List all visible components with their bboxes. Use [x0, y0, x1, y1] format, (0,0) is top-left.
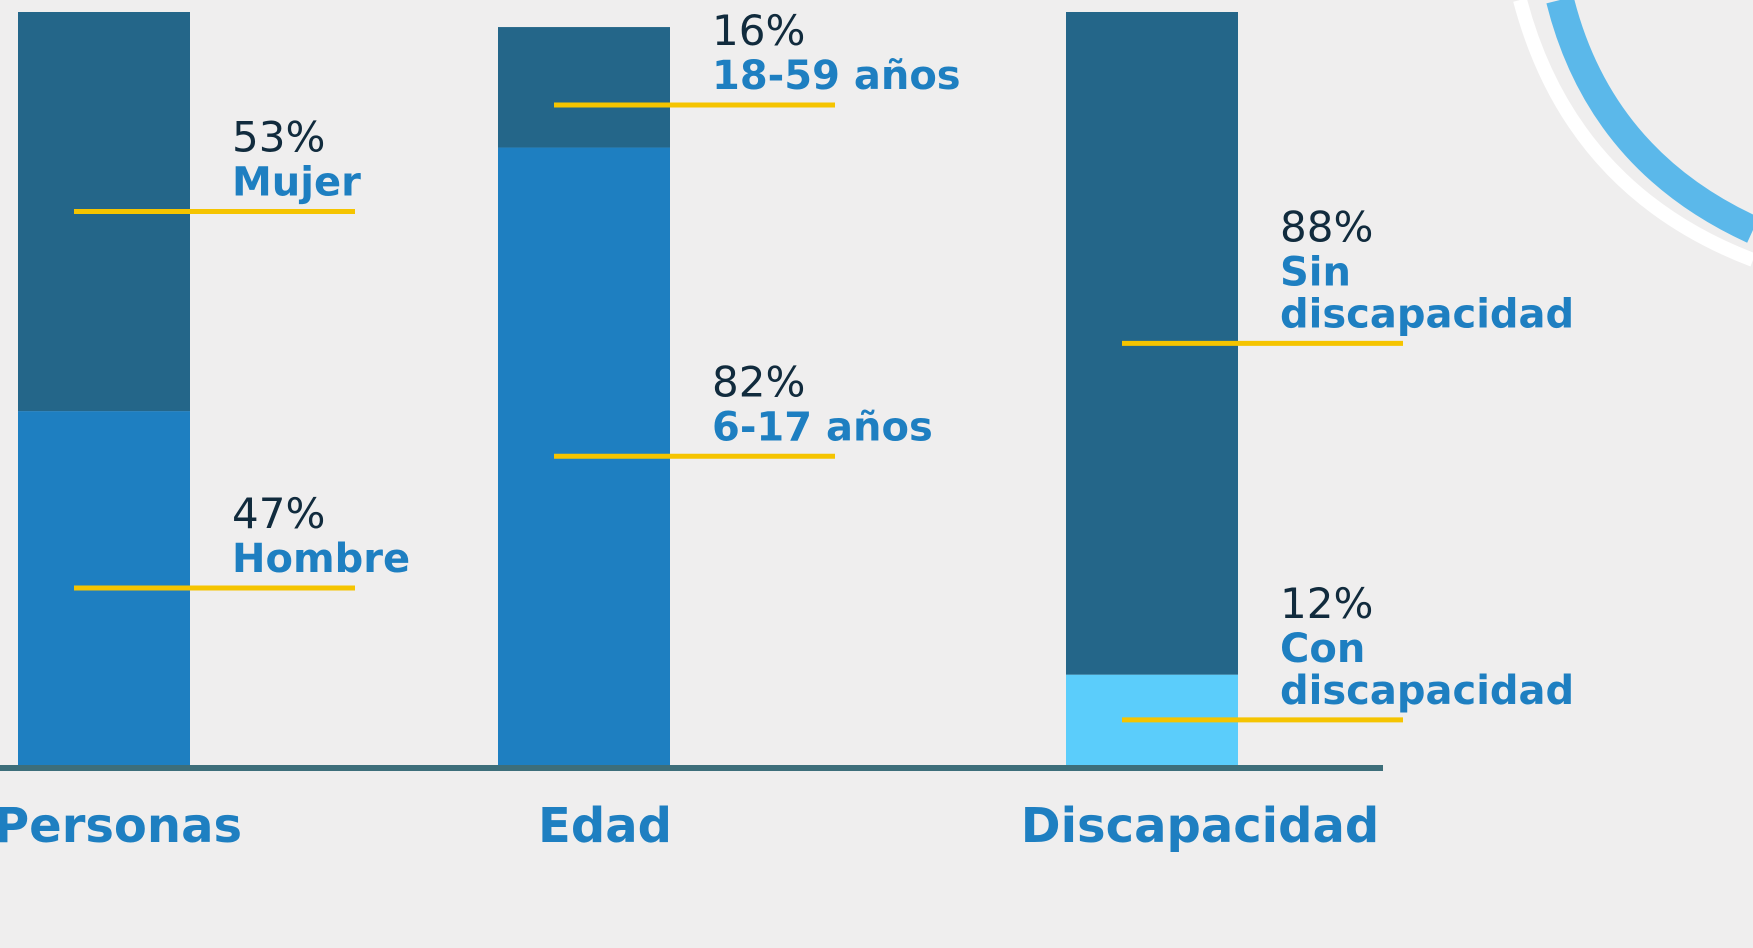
category-label: Discapacidad — [1021, 798, 1379, 854]
segment-name-line: Sin — [1280, 249, 1351, 295]
segment-name-line: discapacidad — [1280, 668, 1574, 714]
bar-segment — [498, 27, 670, 148]
segment-name: Sin discapacidad — [1280, 249, 1574, 337]
segment-name: 6-17 años — [712, 404, 933, 450]
corner-decoration — [1513, 0, 1753, 267]
value-label: 82% — [712, 357, 805, 406]
category-label: Edad — [538, 798, 672, 854]
value-label: 12% — [1280, 579, 1373, 628]
segment-name: Con discapacidad — [1280, 626, 1574, 714]
segment-name: Mujer — [232, 160, 361, 206]
segment-name: Hombre — [232, 536, 410, 582]
category-label: Personas — [0, 798, 242, 854]
value-label: 47% — [232, 489, 325, 538]
value-label: 88% — [1280, 202, 1373, 251]
segment-name-line: Con — [1280, 626, 1365, 672]
value-label: 16% — [712, 6, 805, 55]
corner-decoration — [1546, 0, 1753, 243]
segment-name-line: discapacidad — [1280, 291, 1574, 337]
value-label: 53% — [232, 113, 325, 162]
segment-name: 18-59 años — [712, 53, 961, 99]
